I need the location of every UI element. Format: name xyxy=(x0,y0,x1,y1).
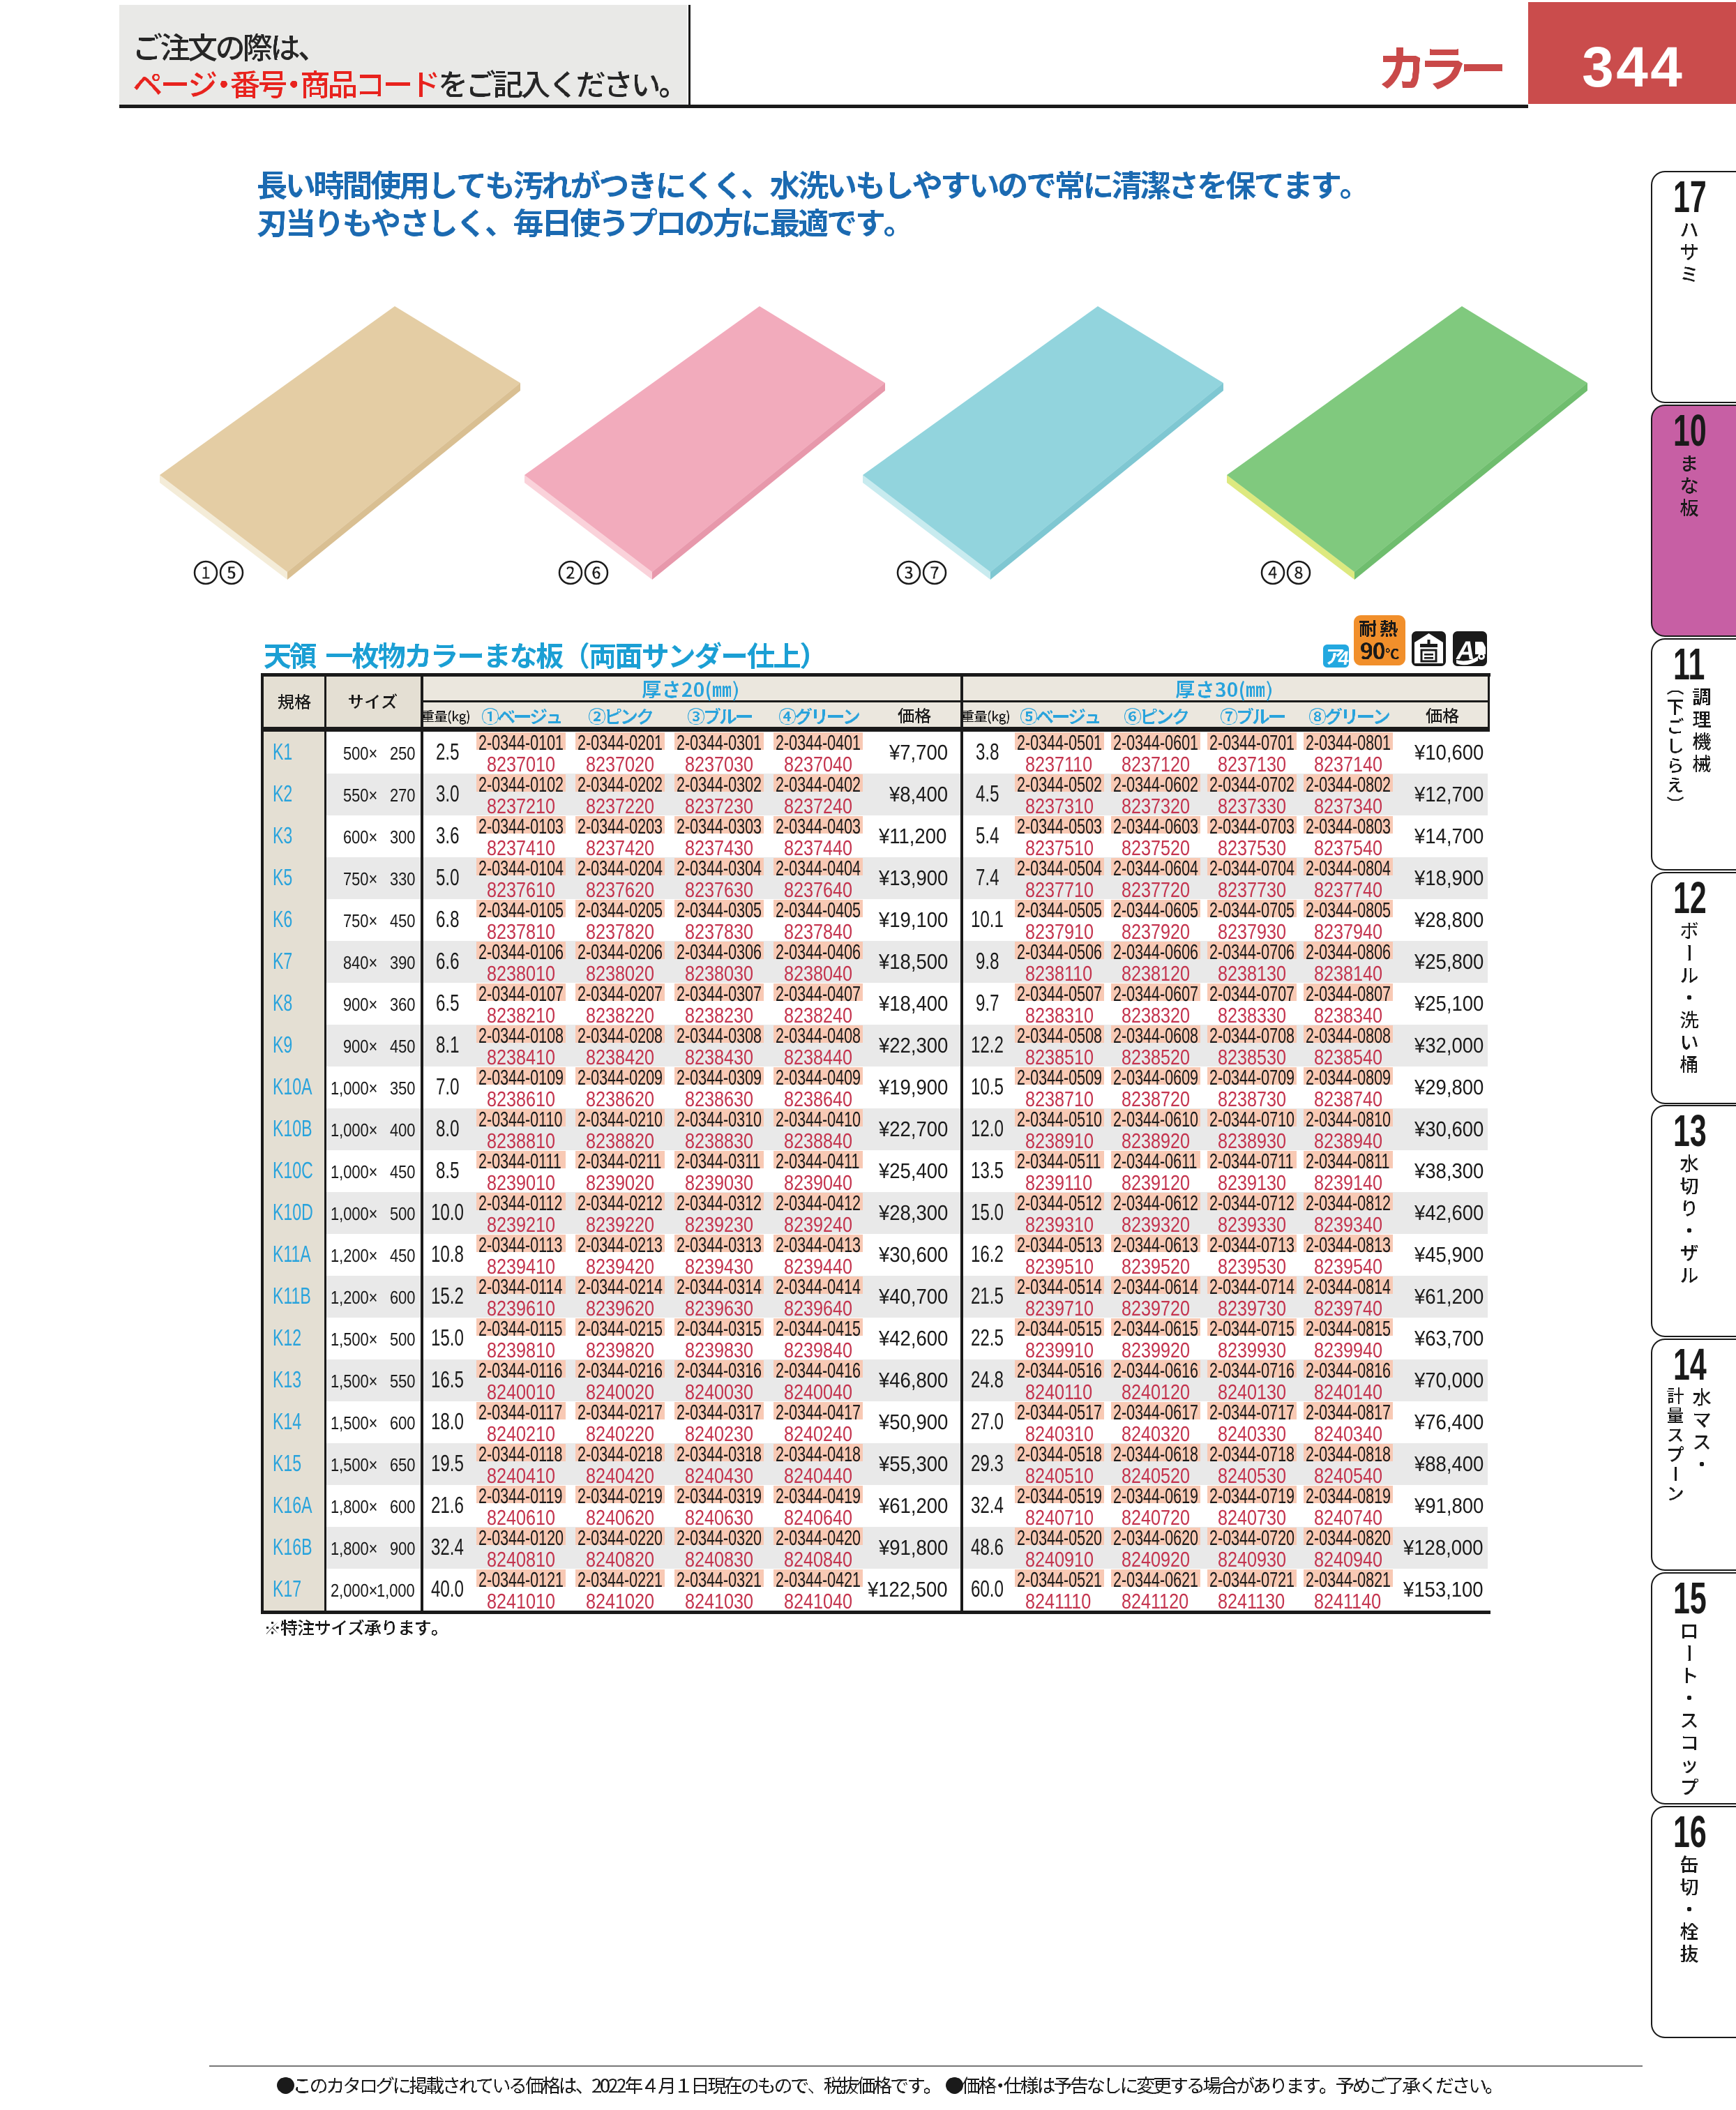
svg-text:4: 4 xyxy=(1337,647,1349,667)
